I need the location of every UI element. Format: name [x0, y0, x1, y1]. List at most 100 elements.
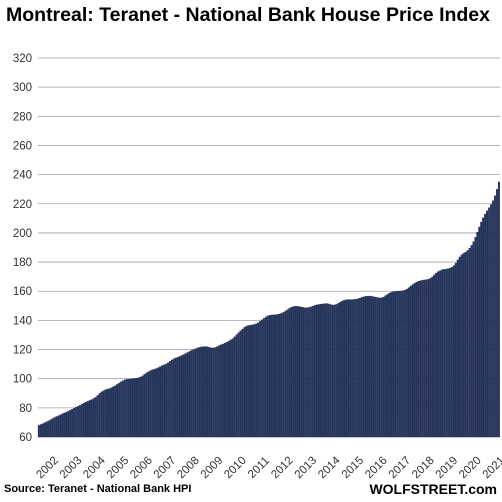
- bar: [358, 297, 361, 438]
- bar: [407, 287, 410, 438]
- bar: [435, 272, 438, 438]
- bar: [229, 339, 232, 438]
- x-tick-label: 2004: [81, 454, 108, 481]
- bar: [75, 406, 78, 438]
- bar: [478, 226, 481, 438]
- bar: [431, 276, 434, 438]
- bar: [202, 346, 205, 438]
- bar: [118, 382, 121, 438]
- bar: [104, 389, 107, 438]
- bar: [349, 299, 352, 438]
- bar: [278, 313, 281, 438]
- x-tick-label: 2009: [199, 455, 226, 482]
- bar: [409, 285, 412, 438]
- bar: [159, 366, 162, 438]
- bar: [325, 303, 328, 438]
- bar: [419, 280, 422, 438]
- bar: [302, 307, 305, 438]
- bar: [398, 290, 401, 438]
- bar: [180, 355, 183, 438]
- bar: [235, 334, 238, 438]
- bar: [486, 210, 489, 438]
- bar: [131, 378, 134, 438]
- bar: [214, 347, 217, 438]
- bar: [323, 303, 326, 438]
- bar: [384, 295, 387, 438]
- x-tick-label: 2017: [387, 455, 414, 482]
- bar: [137, 377, 140, 438]
- chart-source: Source: Teranet - National Bank HPI: [4, 483, 192, 495]
- x-tick-label: 2020: [457, 455, 484, 482]
- bar: [290, 307, 293, 438]
- bar: [445, 268, 448, 438]
- bar: [401, 290, 404, 438]
- bar: [165, 363, 168, 438]
- bar: [490, 204, 493, 438]
- bar: [495, 189, 498, 438]
- bar: [405, 288, 408, 438]
- bar: [196, 347, 199, 438]
- bar: [43, 422, 46, 438]
- bar: [129, 378, 132, 438]
- x-tick-label: 2011: [246, 455, 272, 481]
- bar: [88, 400, 91, 438]
- y-tick-label: 260: [13, 140, 32, 152]
- bar: [73, 408, 76, 438]
- bar: [433, 274, 436, 438]
- y-tick-label: 80: [19, 403, 32, 415]
- bar: [65, 412, 68, 438]
- bar: [114, 385, 117, 438]
- bar: [80, 403, 83, 438]
- bar: [57, 415, 60, 438]
- bar: [139, 376, 142, 438]
- bar: [356, 298, 359, 438]
- x-tick-label: 2007: [152, 455, 179, 482]
- bar: [122, 380, 125, 438]
- bar: [308, 307, 310, 438]
- bar: [112, 386, 115, 438]
- bar: [221, 343, 224, 438]
- bar: [178, 356, 181, 438]
- bar: [450, 267, 453, 438]
- bar: [317, 304, 320, 438]
- bar: [198, 347, 201, 438]
- bar: [63, 412, 66, 438]
- bar: [470, 245, 473, 438]
- bar: [460, 254, 463, 438]
- bar: [249, 325, 252, 438]
- bar: [53, 417, 56, 438]
- x-tick-label: 2016: [363, 455, 390, 482]
- bar: [100, 391, 103, 438]
- y-tick-label: 60: [19, 432, 32, 444]
- bar: [345, 299, 348, 438]
- bar: [380, 297, 383, 438]
- bar: [364, 296, 367, 438]
- bar: [174, 357, 177, 438]
- bar: [39, 424, 42, 438]
- bar: [41, 423, 44, 438]
- bar: [204, 346, 207, 438]
- bar: [437, 271, 440, 438]
- x-tick-label: 2012: [269, 455, 296, 482]
- bar: [474, 237, 477, 438]
- bar: [421, 280, 424, 438]
- bar: [417, 281, 420, 438]
- x-tick-label: 2013: [293, 455, 320, 482]
- bar: [396, 291, 399, 438]
- bar: [233, 336, 236, 438]
- bar: [300, 306, 303, 438]
- bar: [276, 314, 279, 438]
- bar: [370, 296, 373, 438]
- x-tick-label: 2010: [222, 455, 249, 482]
- brand-watermark: WOLFSTREET.com: [369, 481, 497, 497]
- bar: [355, 298, 357, 438]
- bar: [78, 405, 81, 438]
- bar: [194, 348, 197, 438]
- bar: [374, 296, 377, 438]
- bar: [394, 291, 397, 438]
- bar: [106, 388, 109, 438]
- x-tick-label: 2019: [434, 455, 461, 482]
- bar: [304, 307, 307, 438]
- bar: [339, 301, 342, 438]
- bar: [257, 322, 260, 438]
